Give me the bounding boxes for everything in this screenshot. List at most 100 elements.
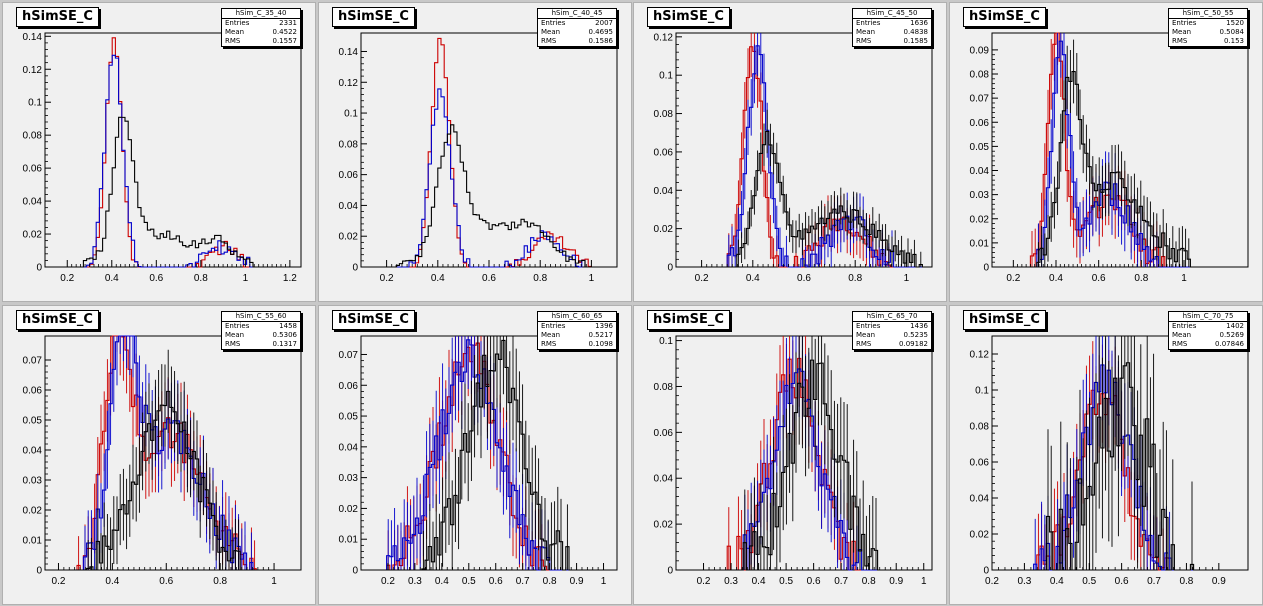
histogram-pad: 0 0.02 0.04 0.06 0.08 0.1 0.12 0.2 0.3 0.4 0.5 0.6 0… [949, 305, 1263, 605]
x-tick-label: 0.2 [695, 273, 709, 284]
histogram-series-line [45, 116, 301, 268]
x-tick-label: 0.7 [516, 576, 530, 587]
plot-frame [675, 32, 933, 268]
stats-value: 1520 [1226, 19, 1244, 27]
x-tick-label: 1 [921, 576, 927, 587]
y-tick-label: 0.03 [339, 473, 359, 484]
plot-frame [44, 335, 302, 571]
histogram-error-bars [737, 109, 922, 267]
y-tick-label: 0.1 [344, 109, 358, 120]
plot-frame [44, 32, 302, 268]
stats-value: 0.5269 [1219, 331, 1245, 339]
y-tick-label: 0.1 [28, 98, 42, 109]
y-tick-label: 0.02 [970, 214, 990, 225]
stats-value: 2331 [279, 19, 297, 27]
histogram-title: hSimSE_C [332, 7, 415, 27]
y-tick-label: 0 [667, 263, 673, 274]
y-tick-label: 0.06 [339, 381, 359, 392]
stats-value: 0.1098 [588, 340, 614, 348]
stats-value: 1402 [1226, 322, 1244, 330]
x-tick-label: 1.2 [283, 273, 297, 284]
stats-box: hSim_C_70_75 Entries 1402 Mean 0.5269 RMS 0.07… [1168, 311, 1248, 350]
y-tick-label: 0.07 [23, 356, 43, 367]
histogram-title: hSimSE_C [647, 7, 730, 27]
stats-label: RMS [856, 37, 872, 45]
histogram-series-line [361, 339, 617, 571]
x-tick-label: 0.4 [752, 576, 766, 587]
x-tick-label: 0.7 [1147, 576, 1161, 587]
stats-label: Entries [856, 322, 881, 330]
stats-label: Mean [541, 28, 561, 36]
y-tick-label: 0.08 [23, 131, 43, 142]
y-tick-label: 0 [667, 566, 673, 577]
y-tick-label: 0.04 [654, 474, 674, 485]
y-tick-label: 0 [983, 566, 989, 577]
stats-label: Entries [856, 19, 881, 27]
stats-row-entries: Entries 1402 [1169, 322, 1247, 331]
y-tick-label: 0.08 [970, 422, 990, 433]
x-tick-label: 0.5 [1082, 576, 1096, 587]
stats-value: 0.1586 [588, 37, 614, 45]
y-tick-label: 0.06 [654, 147, 674, 158]
y-tick-label: 0 [983, 263, 989, 274]
stats-label: RMS [225, 37, 241, 45]
y-tick-label: 0 [352, 566, 358, 577]
stats-row-entries: Entries 1458 [222, 322, 300, 331]
stats-row-rms: RMS 0.1317 [222, 340, 300, 349]
histogram-plot: 0 0.01 0.02 0.03 0.04 0.05 0.06 0.07 0.2 0.3 0.4 0.… [339, 335, 618, 587]
stats-label: Mean [541, 331, 561, 339]
histogram-title: hSimSE_C [647, 310, 730, 330]
y-tick-label: 0.04 [970, 494, 990, 505]
stats-value: 1458 [279, 322, 297, 330]
histogram-plot: 0 0.02 0.04 0.06 0.08 0.1 0.12 0.14 0.2 0.4 0.6 0.8… [23, 32, 302, 284]
y-tick-label: 0 [352, 263, 358, 274]
stats-value: 0.153 [1223, 37, 1244, 45]
y-tick-label: 0.06 [970, 118, 990, 129]
y-tick-label: 0.06 [654, 428, 674, 439]
stats-row-mean: Mean 0.4522 [222, 28, 300, 37]
histogram-pad: 0 0.02 0.04 0.06 0.08 0.1 0.12 0.14 0.2 0.4 0.6 0.8… [2, 2, 316, 302]
y-tick-label: 0.05 [339, 412, 359, 423]
histogram-title: hSimSE_C [16, 7, 99, 27]
y-tick-label: 0.1 [659, 336, 673, 347]
stats-value: 0.4695 [588, 28, 614, 36]
y-tick-label: 0.02 [654, 520, 674, 531]
stats-box: hSim_C_50_55 Entries 1520 Mean 0.5084 RMS 0.15… [1168, 8, 1248, 47]
x-tick-label: 0.3 [1017, 576, 1031, 587]
histogram-title: hSimSE_C [963, 310, 1046, 330]
x-tick-label: 0.9 [889, 576, 903, 587]
x-tick-label: 1 [271, 576, 277, 587]
y-tick-label: 0 [36, 263, 42, 274]
stats-histogram-name: hSim_C_45_50 [853, 9, 931, 19]
stats-label: Mean [1172, 28, 1192, 36]
stats-label: Mean [1172, 331, 1192, 339]
stats-box: hSim_C_55_60 Entries 1458 Mean 0.5306 RMS 0.13… [221, 311, 301, 350]
stats-label: Entries [1172, 19, 1197, 27]
x-tick-label: 0.4 [1050, 576, 1064, 587]
histogram-series-line [361, 124, 617, 268]
stats-histogram-name: hSim_C_70_75 [1169, 312, 1247, 322]
y-tick-label: 0.1 [975, 386, 989, 397]
y-tick-label: 0.06 [23, 386, 43, 397]
stats-histogram-name: hSim_C_60_65 [538, 312, 616, 322]
x-tick-label: 1 [243, 273, 249, 284]
stats-label: Mean [856, 28, 876, 36]
stats-row-mean: Mean 0.5217 [538, 331, 616, 340]
stats-row-mean: Mean 0.5306 [222, 331, 300, 340]
stats-row-entries: Entries 2007 [538, 19, 616, 28]
histogram-series-line [676, 46, 932, 268]
x-tick-label: 1 [589, 273, 595, 284]
stats-histogram-name: hSim_C_65_70 [853, 312, 931, 322]
histogram-error-bars [744, 336, 877, 570]
x-tick-label: 0.8 [543, 576, 557, 587]
stats-row-rms: RMS 0.07846 [1169, 340, 1247, 349]
stats-box: hSim_C_35_40 Entries 2331 Mean 0.4522 RMS 0.15… [221, 8, 301, 47]
stats-row-rms: RMS 0.09182 [853, 340, 931, 349]
x-tick-label: 0.2 [985, 576, 999, 587]
histogram-series-line [361, 88, 617, 268]
x-tick-label: 1 [904, 273, 910, 284]
y-tick-label: 0.03 [23, 476, 43, 487]
stats-value: 0.1585 [903, 37, 929, 45]
stats-row-entries: Entries 1520 [1169, 19, 1247, 28]
